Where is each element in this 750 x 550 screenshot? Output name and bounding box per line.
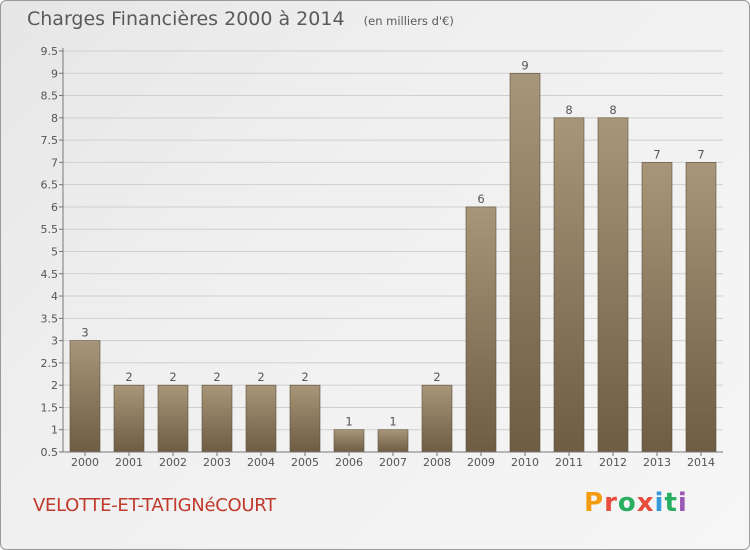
bar — [157, 384, 189, 453]
bar — [245, 384, 277, 453]
data-label: 8 — [565, 103, 572, 117]
commune-name: VELOTTE-ET-TATIGNéCOURT — [33, 495, 276, 516]
x-tick-label: 2008 — [423, 456, 451, 469]
data-label: 2 — [125, 370, 132, 384]
bar — [553, 117, 585, 453]
chart-unit: (en milliers d'€) — [363, 14, 454, 28]
logo-letter: o — [617, 488, 637, 518]
data-label: 7 — [697, 147, 704, 161]
bar — [421, 384, 453, 453]
y-tick-label: 6.5 — [41, 179, 59, 192]
logo-letter: t — [664, 488, 678, 518]
logo-letter: i — [677, 488, 688, 518]
x-tick-label: 2001 — [115, 456, 143, 469]
bar — [113, 384, 145, 453]
data-label: 2 — [301, 370, 308, 384]
y-tick-label: 2.5 — [41, 357, 59, 370]
logo-letter: x — [636, 488, 655, 518]
title-row: Charges Financières 2000 à 2014 (en mill… — [27, 8, 454, 30]
bar — [465, 206, 497, 453]
data-label: 8 — [609, 103, 616, 117]
x-tick-label: 2006 — [335, 456, 363, 469]
x-tick-label: 2004 — [247, 456, 275, 469]
logo-letter: r — [604, 488, 618, 518]
bar — [333, 429, 365, 453]
bar — [641, 162, 673, 453]
data-label: 2 — [257, 370, 264, 384]
bar — [201, 384, 233, 453]
x-tick-label: 2000 — [71, 456, 99, 469]
x-tick-label: 2009 — [467, 456, 495, 469]
data-label: 2 — [213, 370, 220, 384]
y-tick-label: 1 — [51, 424, 58, 437]
y-tick-label: 2 — [51, 379, 58, 392]
x-tick-label: 2005 — [291, 456, 319, 469]
logo-letter: i — [654, 488, 665, 518]
data-label: 1 — [345, 415, 352, 429]
y-tick-label: 4.5 — [41, 268, 59, 281]
data-label: 9 — [521, 58, 528, 72]
y-tick-label: 7 — [51, 156, 58, 169]
y-tick-label: 7.5 — [41, 134, 59, 147]
y-tick-label: 4 — [51, 290, 58, 303]
y-tick-label: 3.5 — [41, 312, 59, 325]
y-tick-label: 5.5 — [41, 223, 59, 236]
y-tick-label: 0.5 — [41, 446, 59, 459]
y-tick-label: 9.5 — [41, 45, 59, 58]
y-tick-label: 8 — [51, 112, 58, 125]
y-tick-label: 8.5 — [41, 90, 59, 103]
x-tick-label: 2003 — [203, 456, 231, 469]
bar — [597, 117, 629, 453]
y-tick-label: 6 — [51, 201, 58, 214]
axes — [59, 48, 723, 456]
labels: 0.5 1 1.5 2 2.5 3 3.5 4 4.5 5 5.5 6 6.5 7 7.5 8 8.5 9 9.5 3… — [41, 45, 716, 469]
x-tick-label: 2013 — [643, 456, 671, 469]
x-tick-label: 2011 — [555, 456, 583, 469]
data-label: 7 — [653, 147, 660, 161]
y-tick-label: 1.5 — [41, 401, 59, 414]
data-label: 3 — [81, 326, 88, 340]
bar — [289, 384, 321, 453]
bars — [69, 72, 717, 453]
bar — [69, 340, 101, 453]
y-tick-label: 3 — [51, 335, 58, 348]
bar — [377, 429, 409, 453]
data-label: 6 — [477, 192, 484, 206]
data-label: 2 — [169, 370, 176, 384]
data-label: 1 — [389, 415, 396, 429]
logo-letter: P — [584, 488, 605, 518]
x-tick-label: 2007 — [379, 456, 407, 469]
bar — [685, 162, 717, 453]
data-label: 2 — [433, 370, 440, 384]
x-tick-label: 2012 — [599, 456, 627, 469]
proxiti-logo[interactable]: Proxiti — [584, 488, 688, 518]
chart-title: Charges Financières 2000 à 2014 — [27, 8, 345, 30]
x-tick-label: 2014 — [687, 456, 715, 469]
y-tick-label: 9 — [51, 67, 58, 80]
x-tick-label: 2010 — [511, 456, 539, 469]
y-tick-label: 5 — [51, 246, 58, 259]
x-tick-label: 2002 — [159, 456, 187, 469]
bar — [509, 72, 541, 453]
